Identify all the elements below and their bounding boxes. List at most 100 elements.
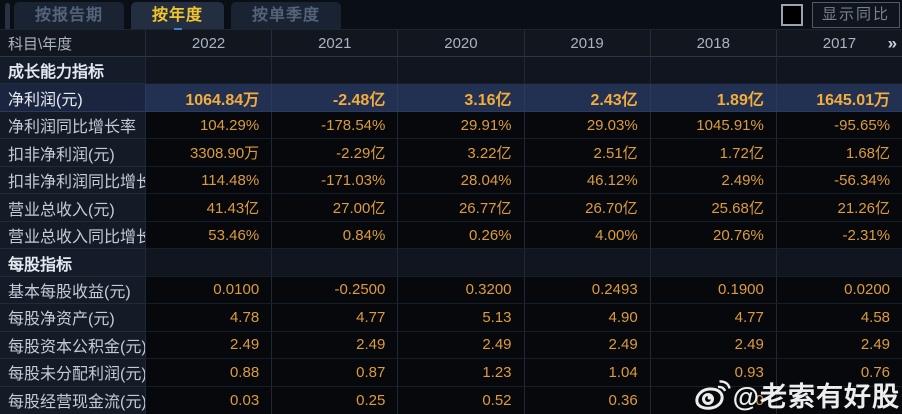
table-cell: 2.43亿 — [523, 84, 650, 112]
table-cell: 2.49 — [775, 331, 902, 360]
row-label: 每股资本公积金(元) — [0, 331, 145, 360]
table-cell: 0.0200 — [775, 276, 902, 305]
table-row: 每股未分配利润(元) 0.88 0.87 1.23 1.04 0.93 0.76 — [0, 359, 902, 387]
table-cell: 104.29% — [145, 111, 272, 140]
table-cell — [397, 249, 524, 277]
table-cell: 1645.01万 — [775, 84, 902, 112]
table-row: 基本每股收益(元) 0.0100 -0.2500 0.3200 0.2493 0.1900… — [0, 276, 902, 305]
table-cell: 5.13 — [397, 304, 524, 332]
table-cell: 26.70亿 — [523, 194, 650, 222]
table-cell: 1.72亿 — [649, 139, 776, 167]
table-cell: 1.68亿 — [775, 139, 902, 167]
active-tab-indicator — [173, 28, 182, 31]
table-cell: 53.46% — [145, 221, 272, 250]
row-label: 每股指标 — [0, 249, 145, 277]
table-cell: 0.76 — [775, 359, 902, 387]
table-cell: 27.00亿 — [271, 194, 398, 222]
table-row: 扣非净利润(元) 3308.90万 -2.29亿 3.22亿 2.51亿 1.72亿 1.6… — [0, 139, 902, 167]
table-cell: 0.03 — [145, 386, 272, 414]
tab-by-report-period[interactable]: 按报告期 — [14, 2, 125, 29]
table-cell: 0.84% — [271, 221, 398, 250]
table-cell: -178.54% — [271, 111, 398, 140]
row-label: 每股经营现金流(元) — [0, 386, 145, 414]
row-label: 营业总收入(元) — [0, 194, 145, 222]
table-cell: 1064.84万 — [145, 84, 272, 112]
table-cell: 0 — [649, 386, 776, 414]
table-cell: 0.2493 — [523, 276, 650, 305]
year-header-2022: 2022 — [145, 30, 272, 57]
table-cell: 3.16亿 — [397, 84, 524, 112]
table-cell: 2.49 — [271, 331, 398, 360]
table-cell: 0.1900 — [649, 276, 776, 305]
table-cell: -56.34% — [775, 166, 902, 195]
tab-by-year[interactable]: 按年度 — [131, 2, 225, 31]
table-cell: 4.58 — [775, 304, 902, 332]
section-header-row: 每股指标 — [0, 249, 902, 277]
table-cell: -2.48亿 — [271, 84, 398, 112]
financial-table: 科目\年度 2022 2021 2020 2019 2018 2017» 成长能力指标净利… — [0, 30, 902, 414]
year-header-2017: 2017» — [775, 30, 902, 57]
table-cell: 4.90 — [523, 304, 650, 332]
table-row: 每股资本公积金(元) 2.49 2.49 2.49 2.49 2.49 2.49 — [0, 331, 902, 360]
table-cell: 0.93 — [649, 359, 776, 387]
table-cell: -171.03% — [271, 166, 398, 195]
table-cell — [775, 249, 902, 277]
table-cell — [523, 249, 650, 277]
year-header-2018: 2018 — [649, 30, 776, 57]
table-cell — [523, 57, 650, 85]
show-yoy-checkbox[interactable] — [780, 4, 803, 26]
table-cell — [649, 249, 776, 277]
tab-fragment — [5, 3, 10, 29]
table-row: 每股经营现金流(元) 0.03 0.25 0.52 0.36 0 — [0, 386, 902, 414]
table-header-row: 科目\年度 2022 2021 2020 2019 2018 2017» — [0, 30, 902, 57]
table-cell: -2.31% — [775, 221, 902, 250]
table-cell: -0.2500 — [271, 276, 398, 305]
period-tabbar: 按报告期 按年度 按单季度 显示同比 — [0, 0, 902, 31]
table-cell: 0.52 — [397, 386, 524, 414]
table-cell — [775, 57, 902, 85]
table-cell: 1.04 — [523, 359, 650, 387]
tab-by-quarter[interactable]: 按单季度 — [231, 2, 342, 29]
show-yoy-button[interactable]: 显示同比 — [811, 2, 900, 28]
year-header-2021: 2021 — [271, 30, 398, 57]
table-cell: 2.49 — [397, 331, 524, 360]
year-header-2020: 2020 — [397, 30, 524, 57]
row-label: 成长能力指标 — [0, 57, 145, 85]
table-cell: 2.51亿 — [523, 139, 650, 167]
row-label: 基本每股收益(元) — [0, 276, 145, 305]
row-label: 营业总收入同比增长率 — [0, 221, 145, 250]
table-cell: 28.04% — [397, 166, 524, 195]
table-cell: 0.36 — [523, 386, 650, 414]
table-cell — [649, 57, 776, 85]
tab-list: 按报告期 按年度 按单季度 — [14, 2, 348, 31]
yoy-controls: 显示同比 — [780, 0, 900, 30]
table-row: 营业总收入同比增长率53.46%0.84%0.26%4.00%20.76%-2.… — [0, 221, 902, 250]
table-cell: 114.48% — [145, 166, 272, 195]
table-cell: 20.76% — [649, 221, 776, 250]
year-header-2019: 2019 — [523, 30, 650, 57]
table-row: 净利润同比增长率 104.29% -178.54% 29.91% 29.03% 1045.… — [0, 111, 902, 140]
table-cell: 29.03% — [523, 111, 650, 140]
row-label: 每股未分配利润(元) — [0, 359, 145, 387]
table-cell: 2.49% — [649, 166, 776, 195]
more-years-chevron-icon[interactable]: » — [887, 33, 898, 53]
row-label: 扣非净利润(元) — [0, 139, 145, 167]
table-cell: 4.00% — [523, 221, 650, 250]
table-cell: 0.26% — [397, 221, 524, 250]
table-cell: 1045.91% — [649, 111, 776, 140]
table-cell: 1.23 — [397, 359, 524, 387]
table-cell: 0.0100 — [145, 276, 272, 305]
table-cell — [145, 249, 272, 277]
table-cell — [397, 57, 524, 85]
table-cell — [271, 249, 398, 277]
table-cell: 25.68亿 — [649, 194, 776, 222]
table-cell: 0.87 — [271, 359, 398, 387]
row-label: 扣非净利润同比增长率 — [0, 166, 145, 195]
table-cell: 0.88 — [145, 359, 272, 387]
table-cell: 3308.90万 — [145, 139, 272, 167]
table-cell: 4.78 — [145, 304, 272, 332]
table-cell: 4.77 — [649, 304, 776, 332]
row-label: 每股净资产(元) — [0, 304, 145, 332]
table-cell: 21.26亿 — [775, 194, 902, 222]
